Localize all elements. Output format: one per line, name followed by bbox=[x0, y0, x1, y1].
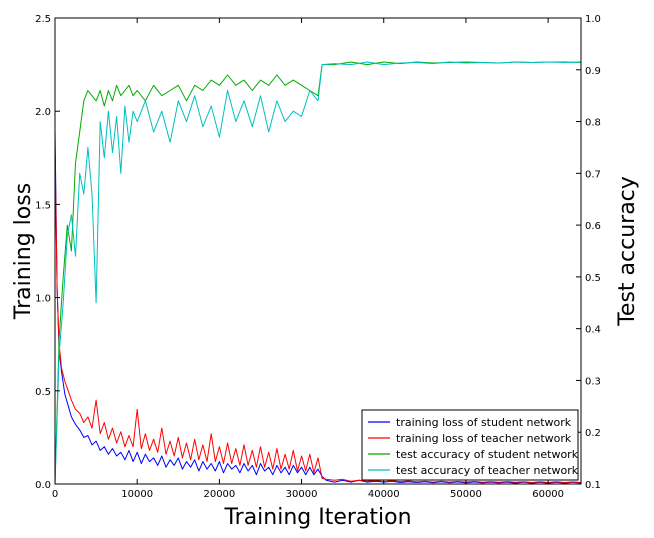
right-y-axis-ticks: 0.1 0.2 0.3 0.4 0.5 0.6 0.7 0.8 0.9 1.0 bbox=[576, 14, 601, 491]
legend: training loss of student network training… bbox=[361, 409, 579, 481]
legend-box bbox=[361, 409, 579, 481]
left-y-axis-title: Training loss bbox=[11, 183, 36, 320]
right-y-tick-label: 0.8 bbox=[585, 118, 601, 129]
series-line-2 bbox=[55, 148, 581, 483]
left-y-tick-label: 1.0 bbox=[35, 294, 51, 305]
x-tick-label: 50000 bbox=[450, 489, 482, 500]
x-tick-label: 0 bbox=[52, 489, 58, 500]
x-axis-title: Training Iteration bbox=[223, 505, 411, 530]
legend-label: training loss of student network bbox=[396, 416, 572, 429]
series-layer bbox=[55, 61, 581, 484]
legend-label: test accuracy of teacher network bbox=[396, 464, 579, 477]
x-tick-label: 10000 bbox=[121, 489, 153, 500]
left-y-tick-label: 0.0 bbox=[35, 480, 51, 491]
series-line-3 bbox=[55, 61, 581, 484]
right-y-tick-label: 0.9 bbox=[585, 66, 601, 77]
right-y-tick-label: 0.6 bbox=[585, 221, 601, 232]
left-y-tick-label: 2.0 bbox=[35, 107, 51, 118]
x-tick-label: 40000 bbox=[368, 489, 400, 500]
left-y-tick-label: 1.5 bbox=[35, 200, 51, 211]
legend-label: test accuracy of student network bbox=[396, 448, 579, 461]
series-line-1 bbox=[55, 129, 581, 484]
plot-frame bbox=[54, 17, 582, 485]
x-tick-label: 30000 bbox=[286, 489, 318, 500]
right-y-tick-label: 0.3 bbox=[585, 376, 601, 387]
left-y-axis-ticks: 0.0 0.5 1.0 1.5 2.0 2.5 bbox=[35, 14, 60, 491]
right-y-tick-label: 0.7 bbox=[585, 169, 601, 180]
right-y-tick-label: 0.2 bbox=[585, 428, 601, 439]
right-y-axis-title: Test accuracy bbox=[615, 176, 640, 327]
x-tick-label: 60000 bbox=[532, 489, 564, 500]
right-y-tick-label: 0.5 bbox=[585, 273, 601, 284]
right-y-tick-label: 0.1 bbox=[585, 480, 601, 491]
left-y-tick-label: 2.5 bbox=[35, 14, 51, 25]
right-y-tick-label: 1.0 bbox=[585, 14, 601, 25]
series-line-4 bbox=[55, 61, 581, 484]
x-axis-ticks: 0 10000 20000 30000 40000 50000 60000 bbox=[52, 18, 564, 500]
x-tick-label: 20000 bbox=[203, 489, 235, 500]
right-y-tick-label: 0.4 bbox=[585, 325, 601, 336]
left-y-tick-label: 0.5 bbox=[35, 387, 51, 398]
legend-label: training loss of teacher network bbox=[396, 432, 572, 445]
